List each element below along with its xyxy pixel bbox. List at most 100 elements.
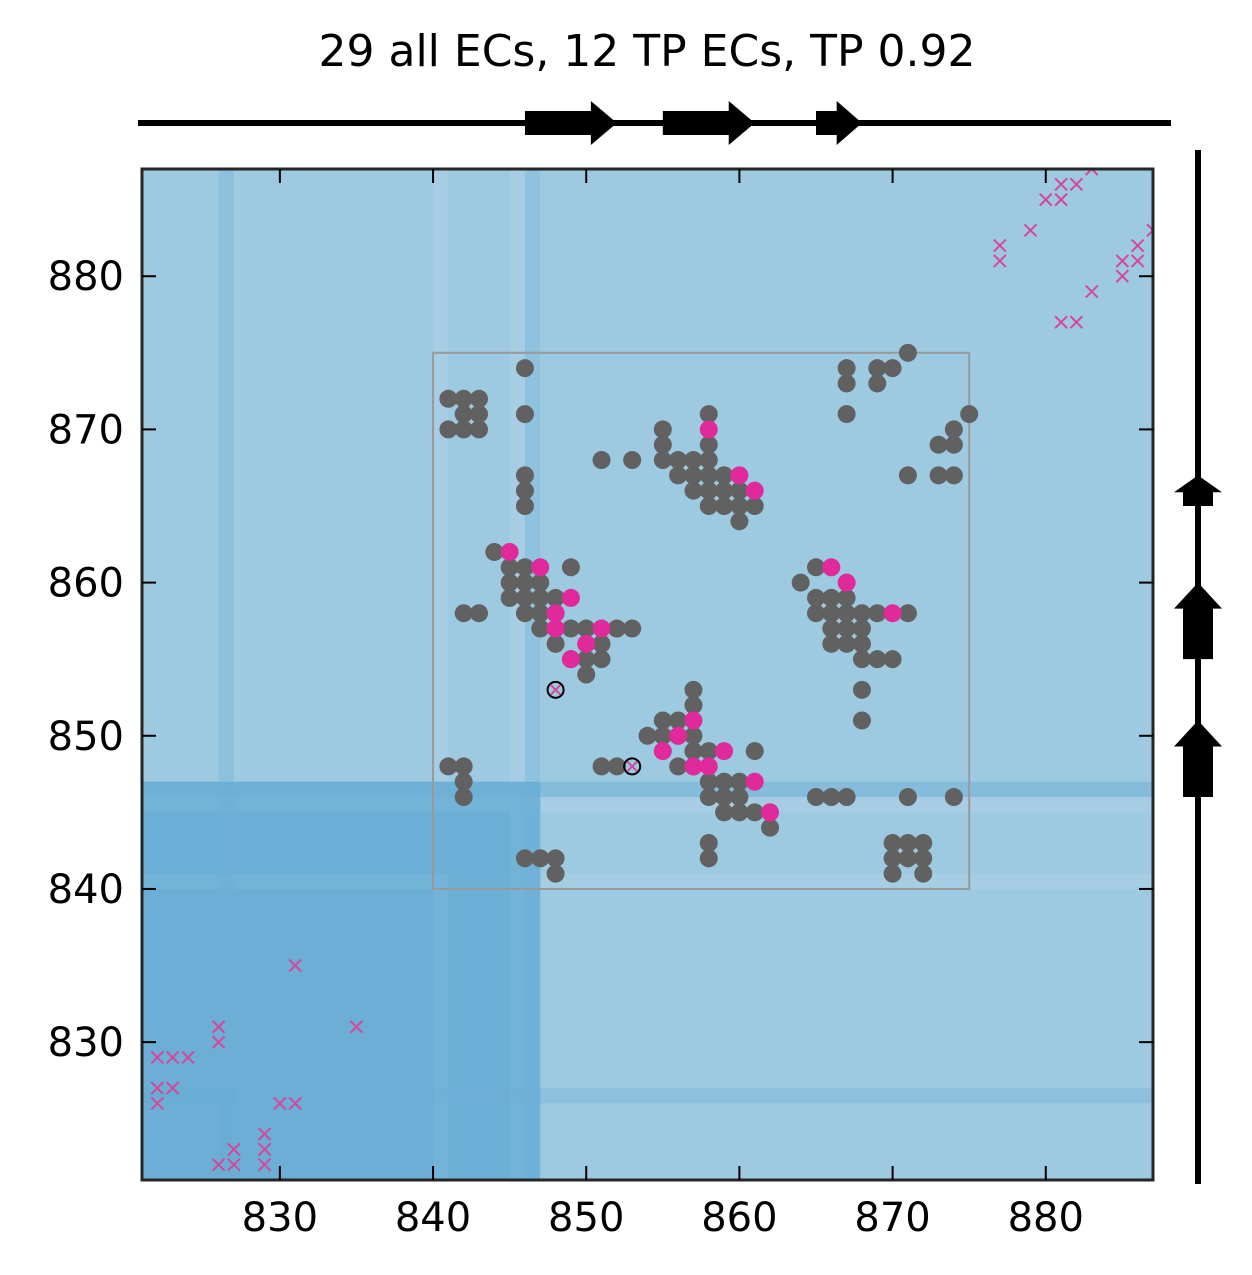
true-positive-point — [715, 742, 734, 761]
contact-point — [684, 466, 703, 485]
contact-point — [684, 680, 703, 699]
contact-point — [883, 359, 902, 378]
true-positive-point — [546, 604, 565, 623]
contact-point — [485, 542, 504, 561]
y-tick-label: 880 — [48, 254, 124, 300]
cross-stroke — [1069, 315, 1084, 329]
cross-marker — [1054, 315, 1068, 329]
contact-point — [730, 772, 749, 791]
contact-point — [623, 451, 642, 470]
contact-point — [546, 588, 565, 607]
contact-point — [577, 650, 596, 669]
contact-point — [944, 788, 963, 807]
cross-stroke — [150, 1096, 165, 1111]
cross-stroke — [227, 1142, 241, 1157]
cross-stroke — [1146, 223, 1153, 232]
true-positive-point — [699, 757, 718, 776]
marker-ring — [623, 757, 642, 776]
contact-point — [454, 772, 473, 791]
contact-point — [454, 405, 473, 424]
cross-stroke — [1054, 315, 1068, 329]
contact-point — [561, 619, 580, 638]
contact-point — [699, 742, 718, 761]
chart-title: 29 all ECs, 12 TP ECs, TP 0.92 — [319, 26, 976, 77]
contact-point — [577, 665, 596, 684]
contact-point — [470, 389, 488, 408]
contact-point — [684, 451, 703, 470]
region-box — [432, 351, 971, 890]
contact-point — [837, 359, 856, 378]
cross-marker — [1069, 177, 1084, 192]
cross-marker — [1069, 315, 1084, 329]
true-positive-point — [883, 604, 902, 623]
cross-stroke — [1085, 169, 1094, 176]
contact-point — [454, 604, 473, 623]
true-positive-point — [561, 650, 580, 669]
strand-arrow — [662, 101, 755, 145]
cross-stroke — [549, 684, 562, 696]
cross-stroke — [211, 1157, 226, 1172]
contact-point — [944, 435, 963, 454]
contact-point — [745, 742, 764, 761]
cross-stroke — [1069, 177, 1084, 192]
contact-point — [868, 359, 887, 378]
cross-marker — [257, 1127, 272, 1141]
contact-point — [807, 788, 825, 807]
contact-point — [669, 711, 688, 730]
contact-point — [699, 849, 718, 868]
cross-stroke — [227, 1157, 241, 1172]
contact-point — [470, 420, 488, 439]
contact-point — [837, 619, 856, 638]
shaded-band — [142, 781, 1153, 798]
contact-point — [546, 864, 565, 883]
contact-point — [439, 420, 458, 439]
contact-point — [914, 849, 933, 868]
contact-point — [898, 604, 917, 623]
contact-point — [515, 466, 534, 485]
plot-frame — [140, 167, 1155, 1182]
contact-point — [929, 466, 948, 485]
contact-point — [914, 834, 933, 852]
cross-marker — [227, 1157, 241, 1172]
cross-marker — [1054, 192, 1068, 207]
contact-point — [898, 343, 917, 362]
axis-ticks: 830 840 850 860 870 880 830 840 850 860 870 880 — [48, 169, 1153, 1241]
contact-point — [715, 481, 734, 500]
y-tick-label: 840 — [48, 867, 124, 913]
cross-stroke — [150, 1081, 165, 1095]
contact-point — [822, 604, 841, 623]
cross-stroke — [165, 1050, 180, 1065]
cross-stroke — [288, 958, 302, 973]
cross-marker — [1085, 284, 1099, 299]
contact-point — [852, 634, 871, 653]
contact-point — [515, 405, 534, 424]
cross-stroke — [1023, 223, 1038, 237]
contact-point — [868, 374, 887, 393]
contact-point — [515, 588, 534, 607]
cross-stroke — [1115, 269, 1130, 283]
contact-point — [730, 512, 749, 531]
contact-point — [898, 834, 917, 852]
true-positive-point — [577, 634, 596, 653]
true-positive-point — [837, 573, 856, 592]
contact-point — [883, 834, 902, 852]
cross-stroke — [211, 1035, 226, 1049]
cross-marker — [150, 1096, 165, 1111]
contact-point — [822, 634, 841, 653]
cross-stroke — [626, 760, 638, 773]
cross-stroke — [257, 1157, 272, 1172]
cross-stroke — [211, 1020, 226, 1034]
true-positive-point — [500, 542, 519, 561]
contact-point — [515, 573, 534, 592]
contact-point — [699, 772, 718, 791]
contact-point — [531, 849, 550, 868]
strand-arrow — [1174, 582, 1222, 660]
y-tick-label: 830 — [48, 1020, 124, 1066]
contact-point — [592, 634, 611, 653]
contact-point — [592, 757, 611, 776]
cross-stroke — [288, 1096, 302, 1111]
x-tick-label: 860 — [701, 1195, 777, 1241]
contact-point — [745, 497, 764, 515]
contact-point — [531, 604, 550, 623]
